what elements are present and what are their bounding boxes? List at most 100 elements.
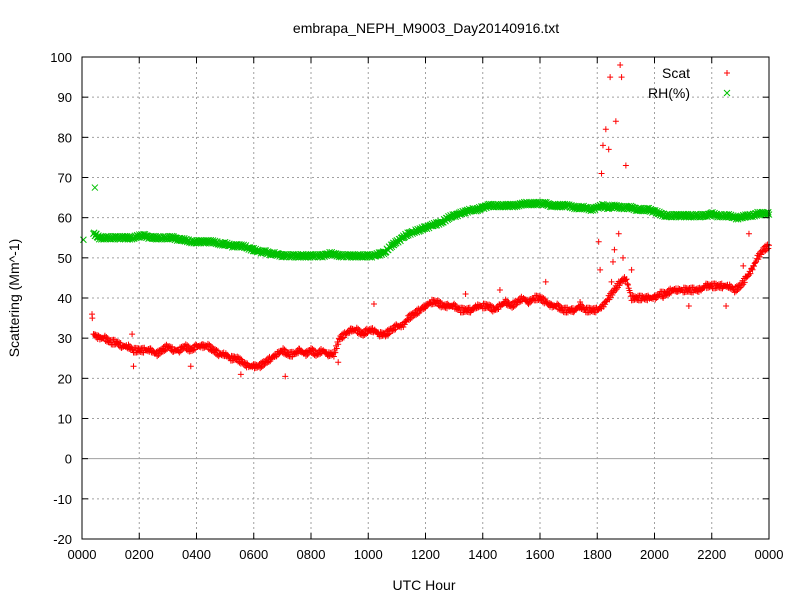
y-tick-label: 80 xyxy=(58,130,72,145)
outlier-point xyxy=(605,146,612,153)
outlier-point xyxy=(599,142,606,149)
y-tick-label: -20 xyxy=(53,532,72,547)
data-point xyxy=(339,335,346,342)
outlier-point xyxy=(282,373,289,380)
data-point xyxy=(414,310,421,317)
data-point xyxy=(103,333,110,340)
x-tick-label: 0200 xyxy=(125,547,154,562)
axis-ticks xyxy=(81,56,770,540)
series-rh xyxy=(80,184,773,261)
data-point xyxy=(265,358,272,365)
y-tick-label: 60 xyxy=(58,211,72,226)
data-point xyxy=(741,279,748,286)
data-point xyxy=(189,347,196,354)
outlier-point xyxy=(685,303,692,310)
data-point xyxy=(207,342,214,349)
data-point xyxy=(302,353,309,360)
outlier-point xyxy=(612,118,619,125)
data-point xyxy=(401,321,408,328)
x-tick-label: 1200 xyxy=(411,547,440,562)
data-point xyxy=(416,309,423,316)
data-point xyxy=(154,353,161,360)
x-axis-label: UTC Hour xyxy=(392,577,455,593)
data-point xyxy=(600,303,607,310)
data-point xyxy=(582,305,589,312)
outlier-point xyxy=(602,126,609,133)
data-point xyxy=(765,245,772,252)
data-point xyxy=(363,331,370,338)
data-point xyxy=(735,285,742,292)
data-point xyxy=(400,323,407,330)
data-point xyxy=(210,345,217,352)
outlier-point xyxy=(620,254,627,261)
data-point xyxy=(752,259,759,266)
data-point xyxy=(625,281,632,288)
data-point xyxy=(176,349,183,356)
data-point xyxy=(663,292,670,299)
x-tick-label: 2000 xyxy=(640,547,669,562)
y-tick-label: 30 xyxy=(58,331,72,346)
data-point xyxy=(399,234,406,242)
data-point xyxy=(451,300,458,307)
outlier-point xyxy=(462,290,469,297)
outlier-point xyxy=(622,162,629,169)
outlier-point xyxy=(734,286,741,293)
data-point xyxy=(262,360,269,367)
x-tick-label: 2200 xyxy=(697,547,726,562)
data-point xyxy=(162,347,169,354)
data-point xyxy=(177,348,184,355)
data-point xyxy=(407,315,414,322)
x-tick-label: 0800 xyxy=(297,547,326,562)
data-point xyxy=(661,288,668,295)
outlier-point xyxy=(370,301,377,308)
data-point xyxy=(685,285,692,292)
data-point xyxy=(330,353,337,360)
data-point xyxy=(502,296,509,303)
outlier-point xyxy=(615,230,622,237)
outlier-point xyxy=(496,286,503,293)
x-tick-label: 0400 xyxy=(182,547,211,562)
outlier-point xyxy=(577,299,584,306)
data-point xyxy=(214,347,221,354)
data-point xyxy=(627,289,634,296)
data-point xyxy=(310,346,317,353)
series-scat xyxy=(89,62,772,380)
data-point xyxy=(516,299,523,306)
y-tick-label: 0 xyxy=(65,452,72,467)
y-tick-label: 40 xyxy=(58,291,72,306)
data-point xyxy=(529,296,536,303)
data-point xyxy=(511,302,518,309)
data-point xyxy=(304,351,311,358)
data-point xyxy=(540,295,547,302)
outlier-point xyxy=(335,359,342,366)
data-point xyxy=(333,345,340,352)
data-point xyxy=(116,339,123,346)
data-point xyxy=(358,328,365,335)
x-tick-labels: 0000 0200 0400 0600 0800 1000 1200 1400 1600 1800… xyxy=(68,547,784,562)
data-point xyxy=(537,293,544,300)
outlier-point xyxy=(631,295,638,301)
data-point xyxy=(504,297,511,304)
outlier-point xyxy=(740,262,747,269)
x-tick-label: 1400 xyxy=(468,547,497,562)
outlier-point xyxy=(607,74,614,81)
outlier-point xyxy=(129,331,136,338)
legend: Scat RH(%) xyxy=(648,65,731,101)
outlier-point xyxy=(92,230,100,238)
data-point xyxy=(315,351,322,358)
data-point xyxy=(385,331,392,338)
data-point xyxy=(536,293,543,300)
outlier-point xyxy=(130,363,137,370)
data-point xyxy=(748,265,755,272)
data-point xyxy=(464,208,472,216)
data-point xyxy=(750,263,757,270)
outlier-point xyxy=(723,303,730,310)
data-point xyxy=(332,349,339,356)
y-tick-label: 90 xyxy=(58,90,72,105)
data-point xyxy=(745,272,752,279)
y-tick-label: 50 xyxy=(58,251,72,266)
data-point xyxy=(555,301,562,308)
data-point xyxy=(711,209,718,217)
data-point xyxy=(437,299,444,306)
y-tick-label: -10 xyxy=(53,492,72,507)
